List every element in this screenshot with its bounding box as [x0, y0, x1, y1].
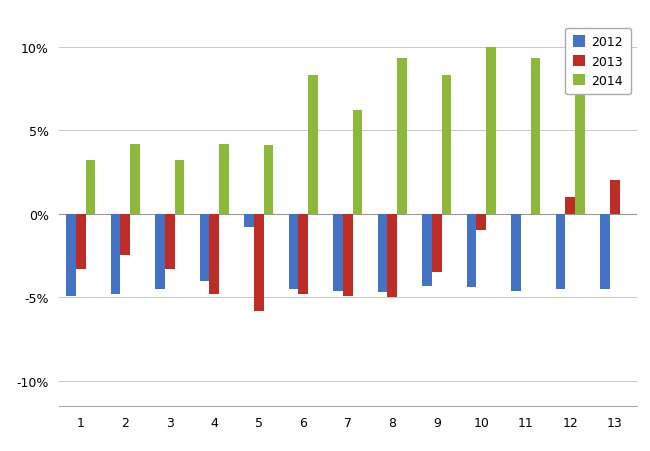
Bar: [432, 214, 441, 272]
Bar: [209, 214, 219, 294]
Bar: [155, 214, 165, 289]
Bar: [264, 146, 274, 214]
Bar: [333, 214, 343, 291]
Bar: [298, 214, 308, 294]
Bar: [610, 181, 619, 214]
Bar: [219, 144, 229, 214]
Bar: [530, 59, 540, 214]
Bar: [556, 214, 566, 289]
Bar: [387, 214, 397, 298]
Bar: [600, 214, 610, 289]
Bar: [397, 59, 407, 214]
Bar: [111, 214, 120, 294]
Bar: [130, 144, 140, 214]
Bar: [353, 111, 363, 214]
Bar: [120, 214, 130, 256]
Bar: [254, 214, 264, 311]
Bar: [422, 214, 432, 286]
Bar: [244, 214, 254, 228]
Legend: 2012, 2013, 2014: 2012, 2013, 2014: [566, 29, 630, 95]
Bar: [378, 214, 387, 293]
Bar: [511, 214, 521, 291]
Bar: [308, 76, 318, 214]
Bar: [467, 214, 476, 288]
Bar: [486, 47, 496, 214]
Bar: [476, 214, 486, 231]
Bar: [566, 198, 575, 214]
Bar: [441, 76, 452, 214]
Bar: [289, 214, 298, 289]
Bar: [165, 214, 175, 269]
Bar: [86, 161, 96, 214]
Bar: [200, 214, 209, 281]
Bar: [343, 214, 353, 296]
Bar: [76, 214, 86, 269]
Bar: [175, 161, 185, 214]
Bar: [66, 214, 76, 296]
Bar: [575, 59, 585, 214]
